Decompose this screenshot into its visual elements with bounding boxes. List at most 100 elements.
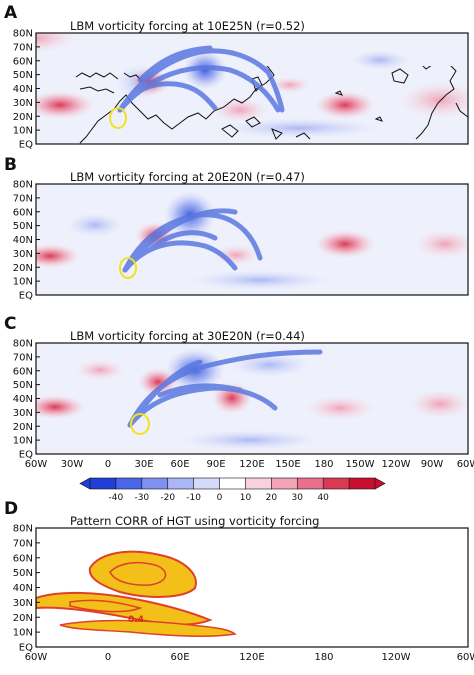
lat-tick-label: 40N [13,583,33,594]
panel-d-map: 0.4 [35,527,469,648]
lat-tick-label: EQ [19,450,33,461]
lat-tick-label: 10N [13,126,33,137]
lon-tick-label: 150E [275,459,300,470]
lat-tick-label: 40N [13,394,33,405]
colorbar-swatch [219,477,247,490]
colorbar-tick-label: -10 [186,493,201,503]
lat-tick-label: 20N [13,613,33,624]
panel-letter-d: D [4,499,18,519]
lon-tick-label-d: 60E [170,652,189,663]
colorbar-tick-label: 0 [217,493,223,503]
lon-tick-label: 180 [314,459,333,470]
colorbar-swatch [245,477,272,490]
panel-c-map [35,342,469,455]
panel-a-wave-tracks [117,45,285,113]
lat-tick-label: 80N [13,524,33,535]
lat-tick-label: 10N [13,628,33,639]
colorbar-tick-label: 40 [317,493,329,503]
lat-tick-label: 60N [13,366,33,377]
colorbar-tick-label: 30 [292,493,304,503]
lon-tick-label: 150W [346,459,375,470]
lon-tick-label-d: 0 [105,652,111,663]
lat-tick-label: 80N [13,339,33,350]
lon-tick-label-d: 60W [457,652,474,663]
colorbar-tick-label: -20 [160,493,175,503]
lat-tick-label: 60N [13,553,33,564]
lon-tick-label-d: 120W [382,652,411,663]
lat-tick-label: 60N [13,56,33,67]
longitude-labels: 60W 30W 0 30E 60E 90E 120E 150E 180 150W 120W 90W 60… [25,459,474,663]
colorbar: -40 -30 -20 -10 0 10 20 30 40 [79,477,386,503]
lat-tick-label: 70N [13,538,33,549]
lon-tick-label: 60W [25,459,48,470]
panel-b-forcing-circle [119,257,137,279]
panel-a-map [35,32,469,145]
lat-tick-label: 70N [13,42,33,53]
panel-a-forcing-circle [109,107,127,129]
colorbar-swatch [193,477,221,490]
panel-a-title: LBM vorticity forcing at 10E25N (r=0.52) [70,19,305,33]
lon-tick-label: 90W [421,459,444,470]
lat-tick-label: 30N [13,598,33,609]
colorbar-swatch [348,477,376,490]
lat-tick-label: 20N [13,422,33,433]
lon-tick-label-d: 180 [314,652,333,663]
colorbar-swatch [322,477,350,490]
colorbar-swatch [271,477,298,490]
lat-tick-label: 10N [13,277,33,288]
panel-d-title: Pattern CORR of HGT using vorticity forc… [70,514,319,528]
lat-tick-label: EQ [19,140,33,151]
colorbar-swatch [167,477,195,490]
lon-tick-label: 120W [382,459,411,470]
lat-tick-label: 10N [13,436,33,447]
lat-tick-label: 50N [13,568,33,579]
lat-tick-label: 20N [13,112,33,123]
latitude-labels: 80N 70N 60N 50N 40N 30N 20N 10N EQ 80N 70N 60N 50N 40… [13,29,40,654]
colorbar-swatch [115,477,143,490]
lon-tick-label: 0 [105,459,111,470]
lat-tick-label: EQ [19,643,33,654]
colorbar-arrow-left [79,477,91,490]
lat-tick-label: 50N [13,380,33,391]
lon-tick-label: 30E [134,459,153,470]
panel-letter-a: A [4,3,18,23]
lat-tick-label: 30N [13,408,33,419]
lat-tick-label: 40N [13,235,33,246]
lat-tick-label: 30N [13,249,33,260]
panel-b-wave-tracks [122,208,263,273]
panel-c-wave-tracks [127,349,323,428]
lon-tick-label-d: 60W [25,652,48,663]
lon-tick-label: 60W [457,459,474,470]
lat-tick-label: 80N [13,29,33,40]
colorbar-swatch [141,477,169,490]
colorbar-swatch [89,477,117,490]
lon-tick-label: 120E [239,459,264,470]
lat-tick-label: 40N [13,84,33,95]
panel-c-forcing-circle [130,413,150,435]
lat-tick-label: 20N [13,263,33,274]
lon-tick-label: 30W [61,459,84,470]
lat-tick-label: 70N [13,193,33,204]
panel-b-title: LBM vorticity forcing at 20E20N (r=0.47) [70,170,305,184]
lat-tick-label: 70N [13,352,33,363]
lat-tick-label: EQ [19,291,33,302]
colorbar-arrow-right [374,477,386,490]
panel-letter-b: B [4,155,17,175]
lon-tick-label-d: 120E [239,652,264,663]
colorbar-swatch [296,477,324,490]
colorbar-tick-label: -40 [109,493,124,503]
colorbar-tick-label: -30 [134,493,149,503]
panel-c-title: LBM vorticity forcing at 30E20N (r=0.44) [70,329,305,343]
panel-d-contour-label: 0.4 [128,615,144,625]
lat-tick-label: 50N [13,221,33,232]
lat-tick-label: 60N [13,207,33,218]
lat-tick-label: 50N [13,70,33,81]
lon-tick-label: 60E [170,459,189,470]
colorbar-tick-label: 20 [266,493,278,503]
panel-letter-c: C [4,314,16,334]
lat-tick-label: 80N [13,180,33,191]
lon-tick-label: 90E [206,459,225,470]
colorbar-tick-label: 10 [240,493,252,503]
panel-d-correlation-fill [36,550,237,637]
